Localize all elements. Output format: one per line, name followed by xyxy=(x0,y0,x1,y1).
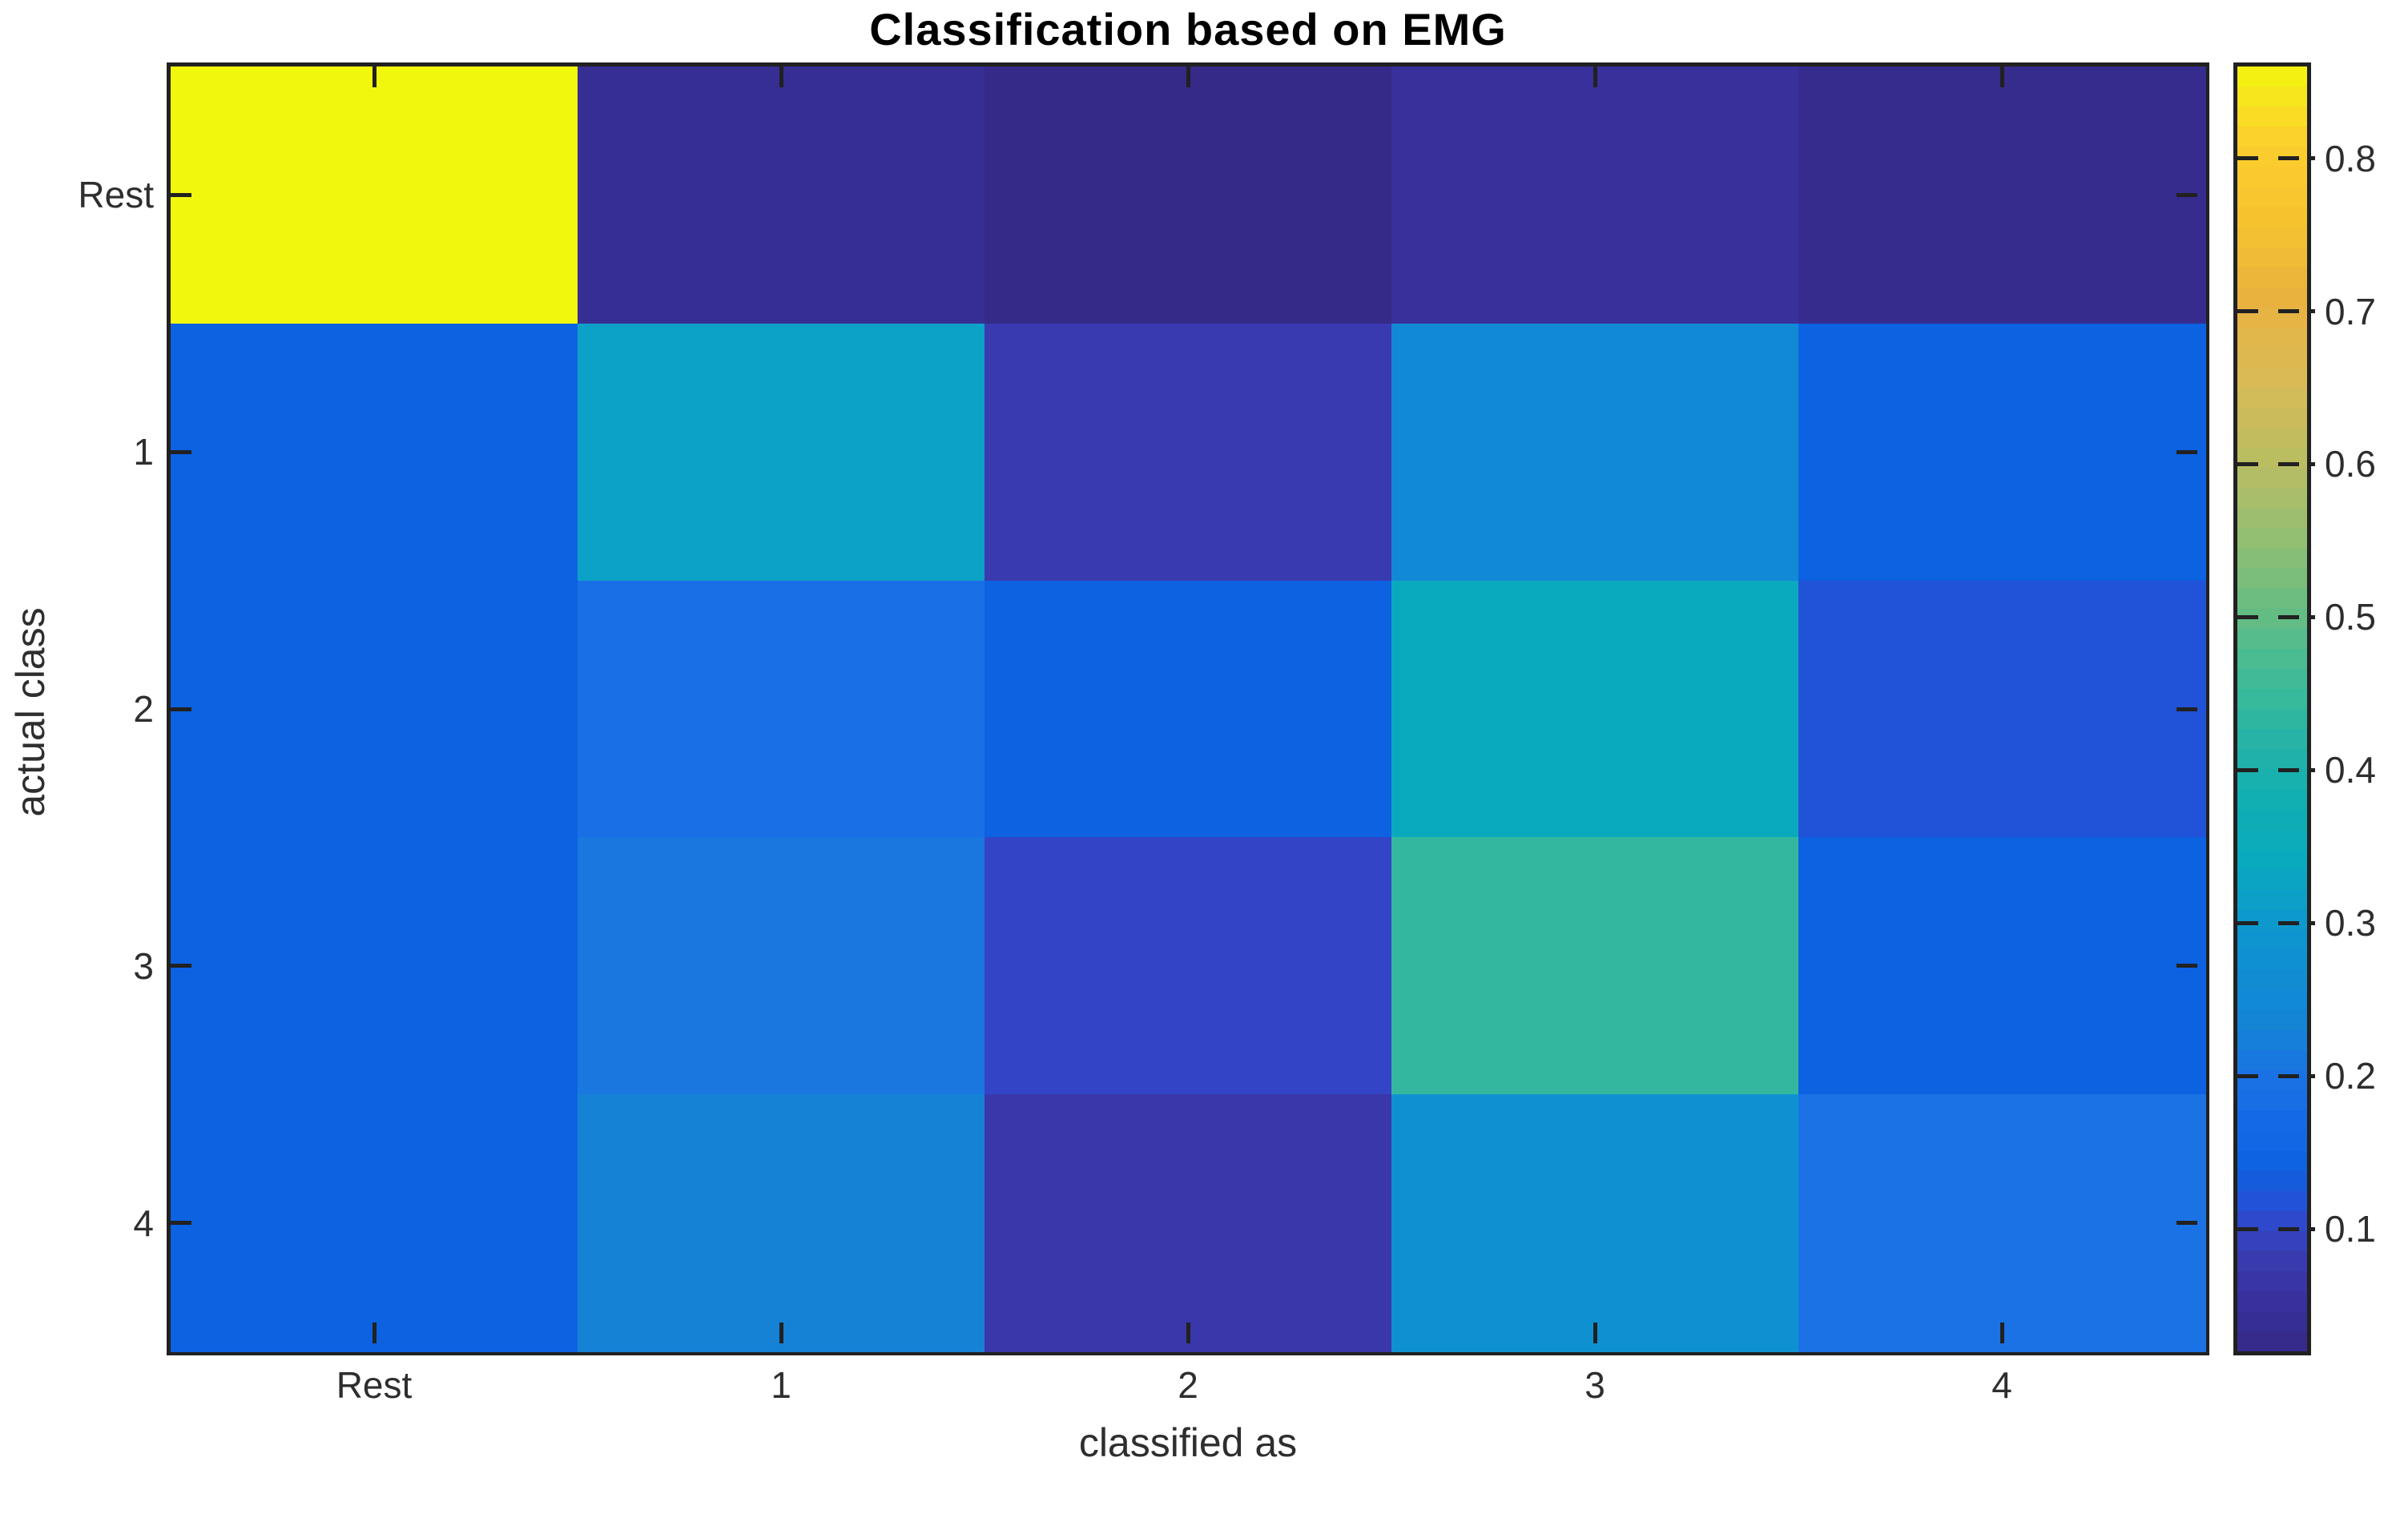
heatmap-cell xyxy=(1391,66,1799,324)
heatmap-cell xyxy=(578,66,985,324)
heatmap-cell xyxy=(578,323,985,582)
heatmap-cell xyxy=(171,837,578,1096)
colorbar-tick xyxy=(2307,767,2315,772)
x-tick-label: 4 xyxy=(1991,1364,2012,1406)
heatmap-cell xyxy=(171,323,578,582)
axis-tick xyxy=(2237,1226,2258,1231)
heatmap-cell xyxy=(578,580,985,839)
colorbar-tick xyxy=(2307,1073,2315,1078)
colorbar-tick-label: 0.6 xyxy=(2325,443,2376,485)
colorbar-tick xyxy=(2307,309,2315,314)
heatmap-cell xyxy=(1391,323,1799,582)
axis-tick xyxy=(1593,1323,1597,1343)
x-tick-label: 3 xyxy=(1585,1364,1605,1406)
colorbar xyxy=(2233,62,2311,1355)
y-tick-label: 3 xyxy=(133,944,154,987)
axis-tick xyxy=(171,449,191,454)
axis-tick xyxy=(2176,449,2197,454)
axis-tick xyxy=(2237,1073,2258,1078)
axis-tick xyxy=(1593,66,1597,87)
heatmap-cell xyxy=(985,66,1392,324)
axis-tick xyxy=(2237,156,2258,161)
axis-tick xyxy=(1999,66,2004,87)
colorbar-tick xyxy=(2307,1226,2315,1231)
y-tick-label: Rest xyxy=(78,174,154,216)
heatmap-cell xyxy=(985,580,1392,839)
heatmap-cell xyxy=(1798,66,2206,324)
axis-tick xyxy=(2237,920,2258,925)
colorbar-tick-label: 0.8 xyxy=(2325,137,2376,179)
axis-tick xyxy=(2278,920,2299,925)
chart-title: Classification based on EMG xyxy=(869,4,1507,54)
axis-tick xyxy=(2278,614,2299,619)
axis-tick xyxy=(2176,707,2197,711)
heatmap-cell xyxy=(985,1094,1392,1352)
colorbar-tick-label: 0.3 xyxy=(2325,902,2376,944)
heatmap-cell xyxy=(1391,580,1799,839)
y-tick-label: 2 xyxy=(133,688,154,730)
colorbar-tick xyxy=(2307,156,2315,161)
axis-tick xyxy=(2237,461,2258,466)
axis-tick xyxy=(2278,1226,2299,1231)
heatmap-cell xyxy=(1391,837,1799,1096)
axis-tick xyxy=(2176,1221,2197,1226)
axis-tick xyxy=(2237,309,2258,314)
heatmap-cell xyxy=(985,837,1392,1096)
y-tick-label: 4 xyxy=(133,1202,154,1244)
heatmap-plot xyxy=(167,62,2209,1355)
heatmap-cell xyxy=(985,323,1392,582)
colorbar-tick xyxy=(2307,920,2315,925)
x-axis-label: classified as xyxy=(1078,1420,1298,1465)
colorbar-tick-label: 0.5 xyxy=(2325,596,2376,638)
colorbar-tick-label: 0.4 xyxy=(2325,749,2376,791)
heatmap-cell xyxy=(171,580,578,839)
axis-tick xyxy=(171,707,191,711)
colorbar-tick xyxy=(2307,461,2315,466)
x-tick-label: 1 xyxy=(771,1364,791,1406)
axis-tick xyxy=(372,1323,377,1343)
axis-tick xyxy=(1186,66,1190,87)
axis-tick xyxy=(171,192,191,197)
heatmap-cell xyxy=(1391,1094,1799,1352)
x-tick-label: Rest xyxy=(336,1364,413,1406)
axis-tick xyxy=(171,964,191,968)
axis-tick xyxy=(779,1323,783,1343)
heatmap-cell xyxy=(1798,580,2206,839)
heatmap-cell xyxy=(1798,837,2206,1096)
axis-tick xyxy=(2176,192,2197,197)
axis-tick xyxy=(2237,614,2258,619)
colorbar-gradient xyxy=(2237,66,2307,1351)
axis-tick xyxy=(2278,461,2299,466)
colorbar-tick-label: 0.1 xyxy=(2325,1208,2376,1250)
heatmap-cell xyxy=(171,66,578,324)
heatmap-cell xyxy=(1798,323,2206,582)
heatmap-cell xyxy=(578,1094,985,1352)
colorbar-tick xyxy=(2307,614,2315,619)
axis-tick xyxy=(372,66,377,87)
y-tick-label: 1 xyxy=(133,431,154,473)
axis-tick xyxy=(2278,309,2299,314)
axis-tick xyxy=(2176,964,2197,968)
x-tick-label: 2 xyxy=(1178,1364,1198,1406)
axis-tick xyxy=(1186,1323,1190,1343)
colorbar-tick-label: 0.7 xyxy=(2325,290,2376,332)
heatmap-cell xyxy=(171,1094,578,1352)
axis-tick xyxy=(2237,767,2258,772)
axis-tick xyxy=(2278,1073,2299,1078)
axis-tick xyxy=(171,1221,191,1226)
axis-tick xyxy=(779,66,783,87)
axis-tick xyxy=(2278,156,2299,161)
colorbar-tick-label: 0.2 xyxy=(2325,1055,2376,1097)
axis-tick xyxy=(2278,767,2299,772)
axis-tick xyxy=(1999,1323,2004,1343)
heatmap-cell xyxy=(1798,1094,2206,1352)
heatmap-cell xyxy=(578,837,985,1096)
